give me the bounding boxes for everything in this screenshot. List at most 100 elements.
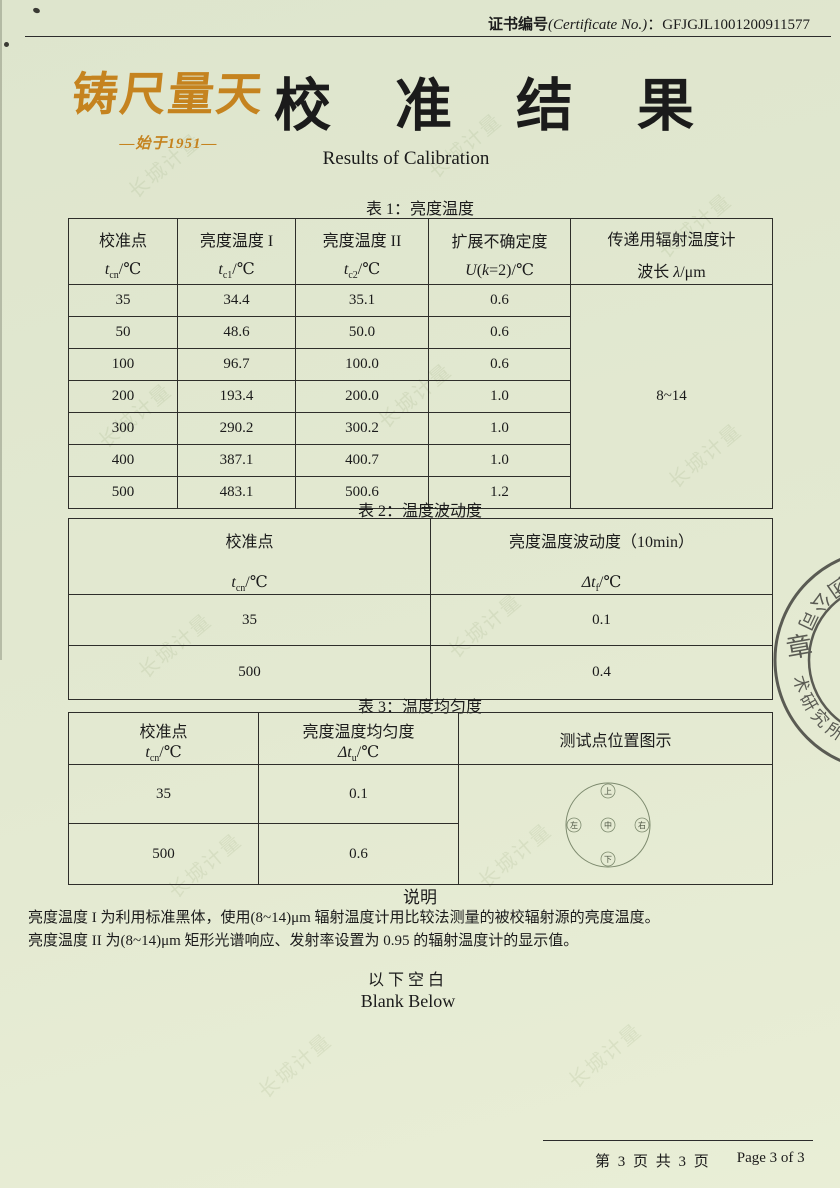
table-row: 500 483.1 500.6 1.2 — [68, 476, 773, 509]
table-cell: 50 — [68, 316, 178, 349]
table-cell: 100 — [68, 348, 178, 381]
symbol-sub: cn — [235, 583, 246, 595]
table1-caption: 表 1：亮度温度 — [365, 201, 474, 218]
t3-header-uniformity: 亮度温度均匀度 Δtu/℃ — [258, 711, 459, 766]
table-cell: 483.1 — [177, 476, 296, 509]
symbol-U: U — [465, 262, 477, 279]
ink-speck — [4, 42, 9, 47]
testpoint-bottom-label: 下 — [604, 855, 612, 864]
page-subtitle: Results of Calibration — [322, 148, 490, 169]
scan-edge-shadow — [0, 0, 2, 660]
table-cell: 387.1 — [177, 444, 296, 477]
table-cell: 300 — [68, 412, 178, 445]
testpoint-center-label: 中 — [604, 820, 612, 830]
table-cell: 48.6 — [177, 316, 296, 349]
footer-rule — [543, 1140, 813, 1141]
header-line1: 亮度温度 I — [199, 232, 274, 250]
testpoint-top-label: 上 — [604, 787, 612, 796]
testpoint-center-circle — [600, 817, 615, 833]
table-cell: 0.1 — [430, 594, 773, 647]
table-cell: 35.1 — [295, 284, 429, 317]
t3-header-calpoint: 校准点 tcn/℃ — [68, 711, 259, 766]
symbol-t: t — [145, 744, 150, 761]
ink-speck — [32, 6, 41, 15]
symbol-sub: cn — [149, 753, 160, 765]
header-line1: 亮度温度 II — [322, 232, 402, 250]
table-cell: 96.7 — [177, 348, 296, 381]
table-cell: 0.1 — [258, 764, 459, 825]
testpoint-right-circle — [634, 817, 649, 833]
header-line1: 亮度温度波动度（10min） — [509, 534, 694, 551]
t1-header-uncertainty: 扩展不确定度 U(k=2)/℃ — [428, 218, 571, 285]
unit: /℃ — [159, 744, 182, 761]
header-line1: 传递用辐射温度计 — [607, 232, 736, 249]
note-line-1: 亮度温度 I 为利用标准黑体，使用(8~14)μm 辐射温度计用比较法测量的被校… — [28, 910, 660, 926]
header-line1: 亮度温度均匀度 — [302, 724, 415, 741]
t3-diagram-cell: 上 左 中 右 下 — [458, 764, 773, 886]
table-cell: 200.0 — [295, 380, 429, 413]
stamp-center-character: 章 — [784, 631, 815, 664]
table-cell: 34.4 — [177, 284, 296, 317]
table3-temperature-uniformity: 校准点 tcn/℃ 亮度温度均匀度 Δtu/℃ 测试点位置图示 35 0.1 上… — [68, 711, 773, 886]
table2-temperature-fluctuation: 校准点 tcn/℃ 亮度温度波动度（10min） Δtf/℃ 35 0.1 50… — [68, 517, 773, 701]
symbol-sub: u — [351, 753, 357, 765]
table-cell: 50.0 — [295, 316, 429, 349]
unit: =2)/℃ — [489, 262, 534, 279]
watermark-text: 长城计量 — [564, 1019, 647, 1094]
table-cell: 0.6 — [428, 316, 571, 349]
unit: /℃ — [245, 574, 268, 591]
stamp-inner-ring — [807, 597, 840, 723]
table-cell: 1.0 — [428, 412, 571, 445]
paren: ( — [476, 262, 483, 279]
table-cell: 35 — [68, 594, 431, 647]
table-row: 35 0.1 — [68, 594, 773, 647]
symbol-t: t — [231, 574, 236, 591]
header-line2: tc2/℃ — [296, 259, 428, 281]
table-row: 400 387.1 400.7 1.0 — [68, 444, 773, 477]
table2-caption: 表 2：温度波动度 — [357, 503, 482, 520]
symbol-sub: c2 — [348, 270, 358, 282]
page-footer: 第 3 页 共 3 页 Page 3 of 3 — [595, 1150, 805, 1171]
table-row: 300 290.2 300.2 1.0 — [68, 412, 773, 445]
testpoint-right-label: 右 — [638, 820, 646, 830]
blank-below-en: Blank Below — [360, 991, 456, 1011]
cert-colon: ： — [647, 17, 663, 33]
header-line2: tcn/℃ — [69, 259, 177, 281]
logo-calligraphy: 铸尺量天 — [69, 67, 268, 121]
notes-body: 亮度温度 I 为利用标准黑体，使用(8~14)μm 辐射温度计用比较法测量的被校… — [28, 907, 828, 953]
logo-since-1951: —始于1951— — [119, 136, 218, 152]
page-title: 校准结果 — [274, 73, 758, 139]
symbol-sub: f — [595, 583, 599, 595]
testpoint-left-circle — [566, 817, 581, 833]
table3-header-row: 校准点 tcn/℃ 亮度温度均匀度 Δtu/℃ 测试点位置图示 — [68, 711, 773, 766]
header-line2: 波长 λ/μm — [571, 258, 772, 282]
table-row: 35 0.1 上 左 中 右 下 — [68, 764, 773, 886]
t1-header-brightness1: 亮度温度 I tc1/℃ — [177, 218, 296, 285]
table1-header-row: 校准点 tcn/℃ 亮度温度 I tc1/℃ 亮度温度 II tc2/℃ 扩展不… — [68, 218, 773, 285]
testpoint-left-label: 左 — [570, 820, 578, 830]
cert-label-zh: 证书编号 — [488, 15, 549, 33]
table-row: 500 0.6 — [68, 823, 773, 886]
symbol-sub: cn — [109, 270, 119, 282]
table-cell: 0.6 — [428, 348, 571, 381]
table-cell: 400.7 — [295, 444, 429, 477]
table-cell: 300.2 — [295, 412, 429, 445]
table-row: 100 96.7 100.0 0.6 — [68, 348, 773, 381]
cert-number: GFJGJL1001200911577 — [662, 17, 810, 33]
table-cell: 1.0 — [428, 444, 571, 477]
header-line1: 校准点 — [98, 232, 147, 250]
testpoint-top-circle — [600, 783, 615, 799]
t2-header-fluctuation: 亮度温度波动度（10min） Δtf/℃ — [430, 517, 773, 596]
table-cell: 500 — [68, 645, 431, 701]
cert-label-en: (Certificate No.) — [548, 17, 648, 33]
table-cell: 500 — [68, 476, 178, 509]
table-row: 200 193.4 200.0 1.0 — [68, 380, 773, 413]
testpoint-bottom-circle — [600, 851, 615, 867]
table-cell: 0.4 — [430, 645, 773, 701]
t1-header-calpoint: 校准点 tcn/℃ — [68, 218, 178, 285]
t1-header-brightness2: 亮度温度 II tc2/℃ — [295, 218, 429, 285]
header-rule — [25, 36, 831, 37]
header-line2: Δtf/℃ — [431, 572, 772, 594]
table-row: 500 0.4 — [68, 645, 773, 701]
